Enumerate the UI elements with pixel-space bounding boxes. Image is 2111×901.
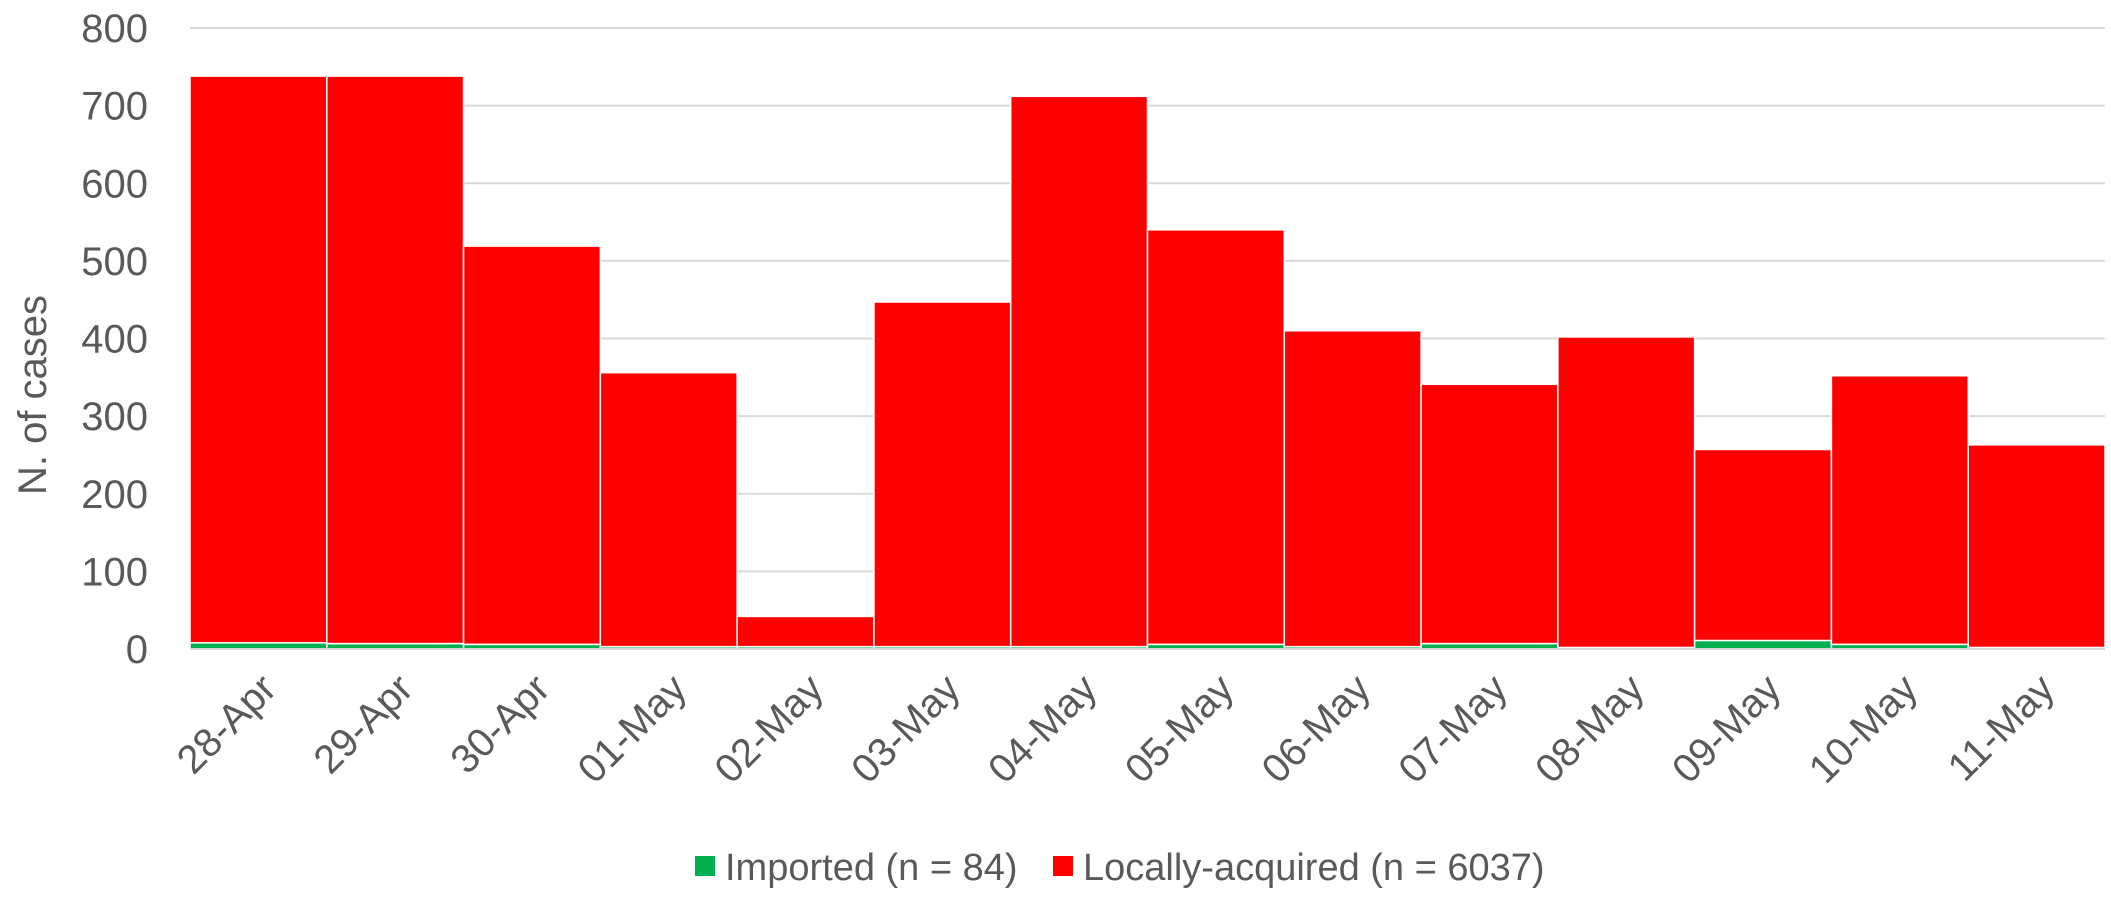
x-tick-label: 07-May <box>1390 666 1515 791</box>
legend-label-locally-acquired: Locally-acquired (n = 6037) <box>1083 847 1545 889</box>
x-tick-label: 03-May <box>843 666 968 791</box>
x-tick-label: 28-Apr <box>169 666 285 782</box>
bar-locally-acquired <box>1967 444 2106 649</box>
bar-locally-acquired <box>599 371 738 648</box>
y-axis-title: N. of cases <box>11 295 55 495</box>
legend-swatch-locally-acquired <box>1053 856 1073 876</box>
x-tick-label: 30-Apr <box>442 666 558 782</box>
legend-swatch-imported <box>695 856 715 876</box>
x-tick-label: 29-Apr <box>306 666 422 782</box>
bar-locally-acquired <box>326 75 465 645</box>
x-tick-label: 01-May <box>570 666 695 791</box>
bar-locally-acquired <box>462 245 602 646</box>
y-tick-label: 300 <box>81 395 148 439</box>
x-tick-label: 11-May <box>1940 666 2063 789</box>
y-tick-label: 800 <box>81 7 148 51</box>
bar-locally-acquired <box>189 75 328 644</box>
y-tick-label: 400 <box>81 318 148 362</box>
bar-locally-acquired <box>1420 383 1559 645</box>
y-tick-label: 500 <box>81 240 148 284</box>
x-tick-label: 05-May <box>1117 666 1242 791</box>
legend-label-imported: Imported (n = 84) <box>725 847 1018 889</box>
x-tick-label: 06-May <box>1254 666 1379 791</box>
bars <box>189 75 2106 650</box>
x-tick-label: 10-May <box>1801 666 1926 791</box>
x-tick-label: 02-May <box>706 666 831 791</box>
bar-locally-acquired <box>736 615 875 648</box>
y-tick-label: 100 <box>81 550 148 594</box>
bar-locally-acquired <box>1557 336 1696 649</box>
y-tick-label: 200 <box>81 473 148 517</box>
x-axis-ticks: 28-Apr 29-Apr 30-Apr 01-May 02-May 03-May 04-M… <box>169 666 2063 791</box>
x-tick-label: 04-May <box>980 666 1105 791</box>
bar-locally-acquired <box>1146 229 1286 646</box>
y-tick-label: 0 <box>126 628 148 672</box>
legend: Imported (n = 84) Locally-acquired (n = 6… <box>695 847 1545 889</box>
bar-locally-acquired <box>873 301 1012 648</box>
bar-locally-acquired <box>1830 375 1969 646</box>
y-tick-label: 600 <box>81 162 148 206</box>
y-axis-ticks: 0 100 200 300 400 500 600 700 800 <box>81 7 148 672</box>
x-tick-label: 08-May <box>1527 666 1652 791</box>
bar-locally-acquired <box>1009 95 1149 648</box>
y-tick-label: 700 <box>81 85 148 129</box>
bar-locally-acquired <box>1693 448 1833 642</box>
bar-imported <box>1693 639 1833 650</box>
x-tick-label: 09-May <box>1664 666 1789 791</box>
bar-locally-acquired <box>1283 329 1422 648</box>
